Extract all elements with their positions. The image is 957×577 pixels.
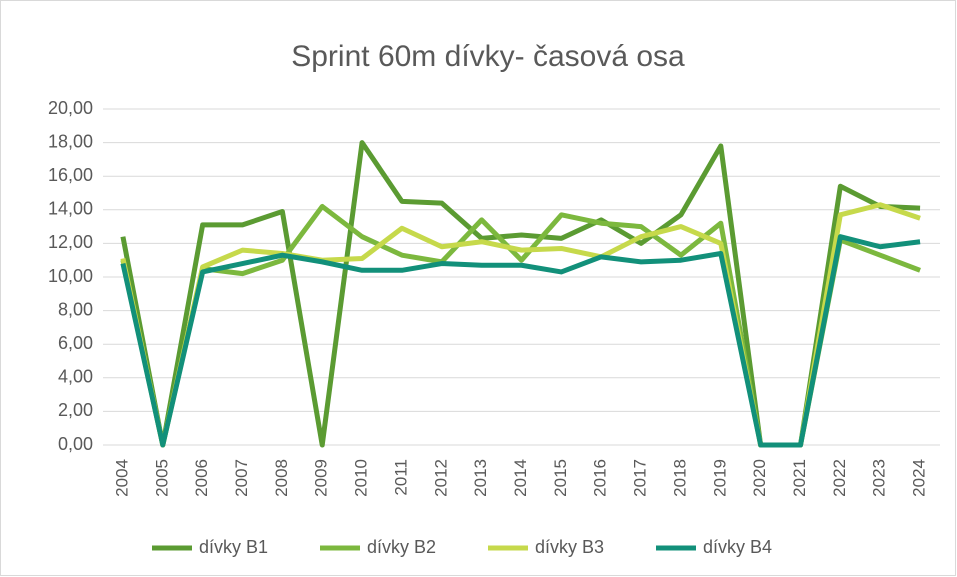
x-tick-label: 2018 — [670, 459, 689, 497]
x-tick-label: 2006 — [192, 459, 211, 497]
legend-label: dívky B1 — [199, 537, 268, 557]
x-tick-label: 2022 — [830, 459, 849, 497]
y-tick-label: 8,00 — [58, 299, 93, 319]
y-tick-label: 12,00 — [48, 232, 93, 252]
x-tick-label: 2012 — [431, 459, 450, 497]
y-tick-label: 2,00 — [58, 400, 93, 420]
x-tick-label: 2016 — [591, 459, 610, 497]
x-tick-label: 2019 — [710, 459, 729, 497]
x-tick-label: 2010 — [352, 459, 371, 497]
y-tick-label: 6,00 — [58, 333, 93, 353]
chart-title: Sprint 60m dívky- časová osa — [291, 40, 685, 73]
line-series — [120, 234, 921, 448]
y-tick-label: 18,00 — [48, 131, 93, 151]
x-tick-label: 2013 — [471, 459, 490, 497]
x-tick-label: 2021 — [790, 459, 809, 497]
legend-label: dívky B4 — [703, 537, 772, 557]
x-tick-label: 2020 — [750, 459, 769, 497]
x-tick-label: 2011 — [391, 459, 410, 496]
x-tick-label: 2007 — [232, 459, 251, 497]
x-tick-label: 2023 — [870, 459, 889, 497]
x-tick-label: 2024 — [910, 459, 929, 497]
legend-label: dívky B3 — [535, 537, 604, 557]
x-tick-label: 2015 — [551, 459, 570, 497]
y-tick-label: 10,00 — [48, 266, 93, 286]
y-tick-label: 14,00 — [48, 199, 93, 219]
y-tick-label: 4,00 — [58, 367, 93, 387]
x-tick-label: 2014 — [511, 459, 530, 497]
legend-label: dívky B2 — [367, 537, 436, 557]
y-tick-label: 0,00 — [58, 434, 93, 454]
y-tick-label: 16,00 — [48, 165, 93, 185]
x-tick-label: 2005 — [152, 459, 171, 497]
x-tick-label: 2017 — [631, 459, 650, 497]
x-tick-label: 2004 — [112, 459, 131, 497]
y-tick-label: 20,00 — [48, 98, 93, 118]
x-tick-label: 2008 — [272, 459, 291, 497]
x-tick-label: 2009 — [312, 459, 331, 497]
